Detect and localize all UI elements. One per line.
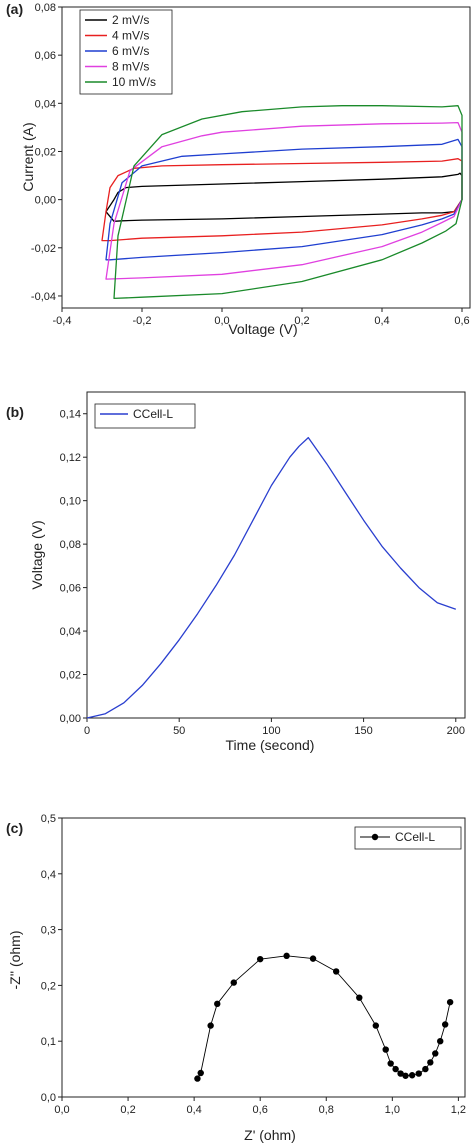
data-point — [356, 994, 363, 1001]
legend-box — [94, 403, 196, 429]
y-tick-label: -0,02 — [31, 243, 56, 255]
y-tick-label: 0,02 — [60, 670, 81, 682]
y-tick-label: 0,08 — [60, 539, 81, 551]
y-tick-label: 0,02 — [35, 146, 56, 158]
data-point — [194, 1075, 201, 1082]
x-tick-label: 50 — [173, 725, 185, 737]
x-axis-title: Voltage (V) — [228, 321, 297, 337]
x-tick-label: -0,4 — [53, 315, 72, 327]
x-tick-label: 200 — [447, 725, 465, 737]
x-tick-label: 150 — [354, 725, 372, 737]
data-point — [415, 1070, 422, 1077]
y-tick-label: 0,00 — [60, 713, 81, 725]
series-line-5 — [113, 105, 463, 300]
y-tick-label: 0,2 — [41, 980, 56, 992]
y-tick-label: 0,12 — [60, 452, 81, 464]
data-point — [197, 1069, 204, 1077]
legend-marker — [371, 833, 379, 841]
data-point — [427, 1059, 434, 1066]
y-axis-title: -Z'' (ohm) — [7, 930, 23, 989]
y-tick-label: 0,10 — [60, 496, 81, 508]
series-line-1 — [86, 436, 457, 719]
y-tick-label: 0,04 — [35, 98, 56, 110]
data-point — [387, 1060, 394, 1067]
data-point — [207, 1022, 214, 1029]
data-point — [309, 955, 317, 962]
data-point — [382, 1046, 389, 1053]
legend-box — [79, 9, 173, 95]
x-tick-label: 0,0 — [54, 1104, 69, 1116]
y-tick-label: -0,04 — [31, 291, 56, 303]
x-tick-label: -0,2 — [133, 315, 152, 327]
y-tick-label: 0,5 — [41, 813, 56, 825]
data-point — [332, 968, 340, 975]
y-tick-label: 0,06 — [35, 50, 56, 62]
x-tick-label: 1,0 — [385, 1104, 400, 1116]
y-tick-label: 0,4 — [41, 869, 56, 881]
y-axis-title: Voltage (V) — [29, 520, 45, 589]
x-axis-title: Time (second) — [226, 737, 315, 753]
series-line-4 — [105, 121, 463, 280]
x-tick-label: 0,2 — [294, 315, 309, 327]
panel-label: (c) — [6, 820, 23, 836]
x-tick-label: 0,2 — [120, 1104, 135, 1116]
data-point — [397, 1070, 404, 1077]
x-tick-label: 0,6 — [454, 315, 469, 327]
plot-frame — [61, 817, 466, 1098]
x-tick-label: 0 — [84, 725, 90, 737]
data-point — [372, 1022, 380, 1029]
legend-box — [354, 826, 462, 850]
legend-label: 4 mV/s — [112, 29, 149, 43]
legend-label: 8 mV/s — [112, 60, 149, 74]
chart-panel-1: (a) -0,4 -0,2 0,0 0,2 0,4 0,6 -0,04 -0,02 0,00 0,0… — [6, 1, 471, 337]
data-point — [230, 979, 237, 986]
x-tick-label: 1,2 — [451, 1104, 466, 1116]
data-point — [446, 998, 454, 1006]
y-tick-label: 0,08 — [35, 2, 56, 14]
legend-label: 2 mV/s — [112, 13, 149, 27]
data-point — [437, 1038, 444, 1045]
x-tick-label: 0,8 — [319, 1104, 334, 1116]
y-tick-label: 0,1 — [41, 1036, 56, 1048]
data-point — [422, 1065, 429, 1073]
data-point — [214, 1000, 221, 1008]
plot-frame — [61, 6, 471, 309]
x-tick-label: 0,4 — [374, 315, 389, 327]
data-point — [256, 955, 264, 963]
chart-panel-2: (b) 0 50 100 150 200 0,00 0,02 0,04 0,06 0,08 0,10 0… — [6, 391, 466, 753]
data-point — [441, 1021, 449, 1028]
panel-label: (b) — [6, 404, 24, 420]
x-tick-label: 100 — [262, 725, 280, 737]
plot-frame — [86, 391, 466, 719]
y-axis-title: Current (A) — [20, 122, 36, 191]
data-point — [402, 1072, 409, 1079]
y-tick-label: 0,04 — [60, 626, 81, 638]
y-tick-label: 0,14 — [60, 409, 81, 421]
chart-panel-3: (c) 0,0 0,2 0,4 0,6 0,8 1,0 1,2 0,0 0,1 0,2 0,3 0,4 0… — [6, 813, 466, 1143]
panel-label: (a) — [6, 1, 23, 17]
series-line-3 — [105, 138, 463, 261]
x-tick-label: 0,4 — [186, 1104, 201, 1116]
y-tick-label: 0,3 — [41, 925, 56, 937]
series-line-1 — [105, 172, 463, 222]
data-point — [283, 952, 290, 960]
y-tick-label: 0,00 — [35, 195, 56, 207]
x-axis-title: Z' (ohm) — [244, 1127, 296, 1143]
legend-label: CCell-L — [133, 407, 173, 421]
legend-label: CCell-L — [395, 830, 435, 844]
y-tick-label: 0,0 — [41, 1092, 56, 1104]
y-tick-label: 0,06 — [60, 583, 81, 595]
x-tick-label: 0,0 — [214, 315, 229, 327]
data-point — [432, 1050, 439, 1057]
legend-label: 10 mV/s — [112, 75, 156, 89]
data-point — [408, 1072, 416, 1079]
series-line-1 — [197, 955, 451, 1079]
data-point — [392, 1065, 399, 1073]
x-tick-label: 0,6 — [253, 1104, 268, 1116]
series-line-2 — [101, 158, 463, 242]
legend-label: 6 mV/s — [112, 44, 149, 58]
